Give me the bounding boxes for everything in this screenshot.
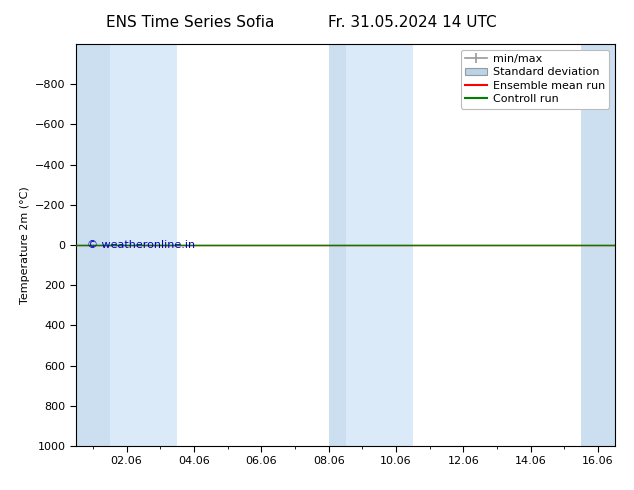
Bar: [328, 44, 346, 446]
Legend: min/max, Standard deviation, Ensemble mean run, Controll run: min/max, Standard deviation, Ensemble me…: [460, 49, 609, 109]
Text: © weatheronline.in: © weatheronline.in: [87, 240, 195, 250]
Bar: [110, 44, 177, 446]
Y-axis label: Temperature 2m (°C): Temperature 2m (°C): [20, 186, 30, 304]
Bar: [346, 44, 413, 446]
Bar: [581, 44, 615, 446]
Text: ENS Time Series Sofia: ENS Time Series Sofia: [106, 15, 275, 30]
Text: Fr. 31.05.2024 14 UTC: Fr. 31.05.2024 14 UTC: [328, 15, 496, 30]
Bar: [76, 44, 110, 446]
